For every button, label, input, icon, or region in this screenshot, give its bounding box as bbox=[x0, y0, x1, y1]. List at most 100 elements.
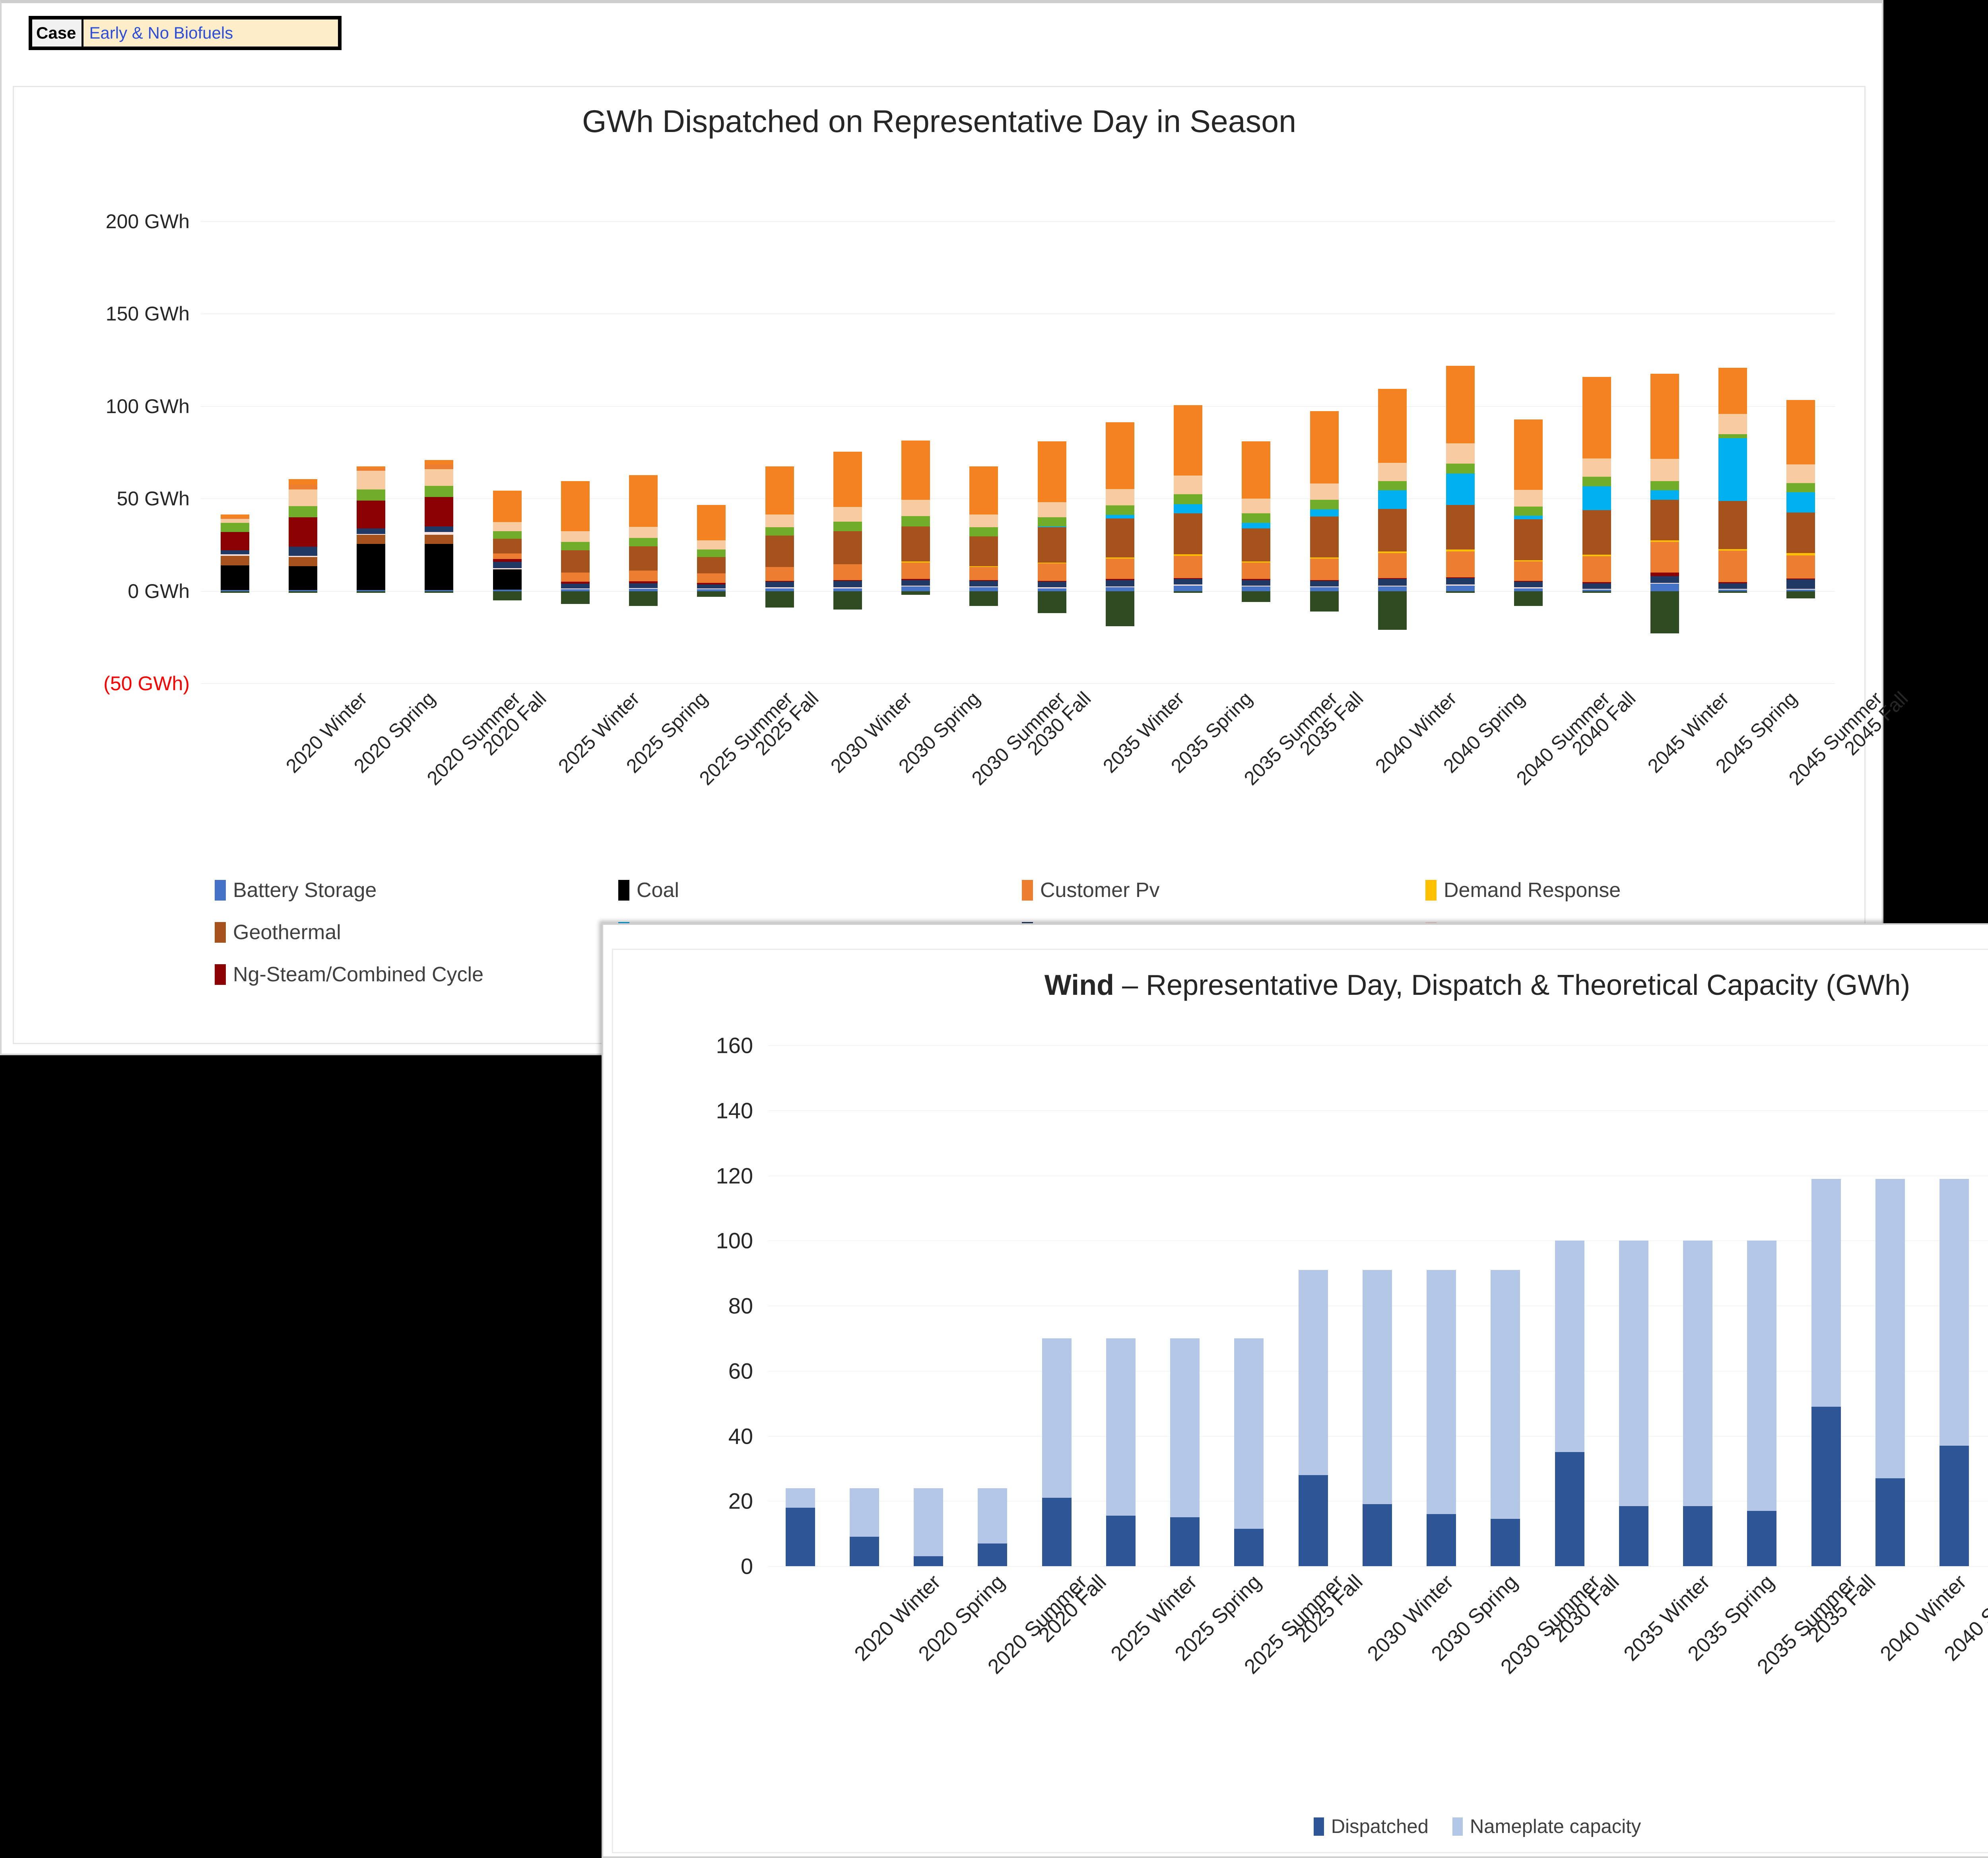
stacked-bar[interactable] bbox=[1939, 1045, 1969, 1566]
stacked-bar[interactable] bbox=[901, 221, 930, 683]
stacked-bar[interactable] bbox=[1310, 221, 1339, 683]
stacked-bar[interactable] bbox=[833, 221, 862, 683]
stacked-bar[interactable] bbox=[765, 221, 794, 683]
bar-segment bbox=[1514, 419, 1543, 490]
stacked-bar[interactable] bbox=[969, 221, 998, 683]
bar-segment-negative bbox=[561, 591, 590, 604]
legend-label: Ng-Steam/Combined Cycle bbox=[233, 963, 484, 986]
bar-segment-dispatched bbox=[1939, 1446, 1969, 1566]
stacked-bar[interactable] bbox=[1555, 1045, 1584, 1566]
bar-segment-dispatched bbox=[1362, 1504, 1392, 1566]
bar-segment bbox=[1310, 483, 1339, 500]
stacked-bar[interactable] bbox=[1106, 1045, 1136, 1566]
stacked-bar[interactable] bbox=[1242, 221, 1271, 683]
stacked-bar[interactable] bbox=[1683, 1045, 1713, 1566]
stacked-bar[interactable] bbox=[697, 221, 726, 683]
bar-segment bbox=[425, 590, 454, 591]
stacked-bar[interactable] bbox=[1105, 221, 1134, 683]
stacked-bar[interactable] bbox=[629, 221, 658, 683]
stacked-bar[interactable] bbox=[1362, 1045, 1392, 1566]
bar-segment bbox=[1650, 459, 1679, 481]
stacked-bar[interactable] bbox=[1718, 221, 1747, 683]
stacked-bar[interactable] bbox=[1427, 1045, 1456, 1566]
stacked-bar[interactable] bbox=[1786, 221, 1815, 683]
bar-segment bbox=[1650, 374, 1679, 459]
bar-segment bbox=[1242, 441, 1271, 499]
legend-item[interactable]: Dispatched bbox=[1313, 1815, 1429, 1838]
bar-segment-dispatched bbox=[1747, 1510, 1777, 1566]
bar-segment bbox=[901, 440, 930, 500]
bar-segment bbox=[1378, 578, 1407, 579]
gridline bbox=[768, 1045, 1988, 1046]
bar-segment bbox=[357, 544, 386, 590]
legend-swatch-icon bbox=[1425, 880, 1437, 901]
legend-item[interactable]: Battery Storage bbox=[215, 878, 618, 902]
legend-item[interactable]: Geothermal bbox=[215, 920, 618, 944]
legend-item[interactable]: Demand Response bbox=[1425, 878, 1829, 902]
bar-segment bbox=[425, 526, 454, 532]
stacked-bar[interactable] bbox=[1234, 1045, 1264, 1566]
bar-segment bbox=[629, 570, 658, 582]
stacked-bar[interactable] bbox=[288, 221, 317, 683]
stacked-bar[interactable] bbox=[849, 1045, 879, 1566]
bar-segment bbox=[901, 561, 930, 563]
bar-segment bbox=[1242, 562, 1271, 579]
bar-segment bbox=[357, 534, 386, 535]
bar-segment bbox=[1310, 509, 1339, 517]
stacked-bar[interactable] bbox=[1491, 1045, 1520, 1566]
bar-segment-negative bbox=[629, 591, 658, 606]
legend-item[interactable]: Coal bbox=[618, 878, 1022, 902]
bar-segment bbox=[1105, 514, 1134, 518]
stacked-bar[interactable] bbox=[493, 221, 522, 683]
bar-segment bbox=[1174, 405, 1203, 476]
stacked-bar[interactable] bbox=[1747, 1045, 1777, 1566]
legend-item[interactable]: Customer Pv bbox=[1022, 878, 1425, 902]
legend-item[interactable]: Ng-Steam/Combined Cycle bbox=[215, 963, 618, 986]
stacked-bar[interactable] bbox=[220, 221, 249, 683]
bar-segment bbox=[1242, 499, 1271, 514]
y-tick-label: 120 bbox=[716, 1163, 753, 1188]
stacked-bar[interactable] bbox=[1042, 1045, 1072, 1566]
bar-segment-nameplate bbox=[1234, 1338, 1264, 1566]
stacked-bar[interactable] bbox=[978, 1045, 1008, 1566]
bar-segment bbox=[357, 534, 386, 544]
bar-segment bbox=[1650, 576, 1679, 583]
stacked-bar[interactable] bbox=[1875, 1045, 1905, 1566]
stacked-bar[interactable] bbox=[357, 221, 386, 683]
bar-segment bbox=[1310, 411, 1339, 483]
stacked-bar[interactable] bbox=[1378, 221, 1407, 683]
stacked-bar[interactable] bbox=[1514, 221, 1543, 683]
stacked-bar[interactable] bbox=[1170, 1045, 1200, 1566]
stacked-bar[interactable] bbox=[914, 1045, 944, 1566]
stacked-bar[interactable] bbox=[1446, 221, 1475, 683]
bar-segment bbox=[1242, 580, 1271, 586]
bar-segment bbox=[493, 539, 522, 554]
legend-item[interactable]: Nameplate capacity bbox=[1452, 1815, 1641, 1838]
stacked-bar[interactable] bbox=[1619, 1045, 1648, 1566]
bar-segment bbox=[425, 485, 454, 497]
bar-segment bbox=[288, 590, 317, 591]
stacked-bar[interactable] bbox=[1811, 1045, 1841, 1566]
case-selector-row[interactable]: Case Early & No Biofuels bbox=[29, 16, 342, 50]
bar-segment bbox=[697, 582, 726, 585]
bar-segment bbox=[1718, 368, 1747, 414]
bar-segment bbox=[561, 589, 590, 591]
bar-segment bbox=[1378, 509, 1407, 551]
y-tick-label: 80 bbox=[728, 1293, 753, 1318]
stacked-bar[interactable] bbox=[785, 1045, 815, 1566]
bar-segment bbox=[1582, 510, 1611, 555]
wind-chart-frame: Wind – Representative Day, Dispatch & Th… bbox=[612, 949, 1988, 1853]
stacked-bar[interactable] bbox=[1298, 1045, 1328, 1566]
stacked-bar[interactable] bbox=[561, 221, 590, 683]
stacked-bar[interactable] bbox=[425, 221, 454, 683]
stacked-bar[interactable] bbox=[1174, 221, 1203, 683]
stacked-bar[interactable] bbox=[1582, 221, 1611, 683]
case-value-cell[interactable]: Early & No Biofuels bbox=[83, 19, 338, 47]
stacked-bar[interactable] bbox=[1650, 221, 1679, 683]
bar-segment bbox=[493, 522, 522, 532]
bar-segment-negative bbox=[1105, 591, 1134, 626]
y-tick-label: 0 GWh bbox=[128, 580, 190, 602]
stacked-bar[interactable] bbox=[1037, 221, 1066, 683]
bar-segment-negative bbox=[1582, 591, 1611, 593]
bar-segment bbox=[697, 505, 726, 540]
